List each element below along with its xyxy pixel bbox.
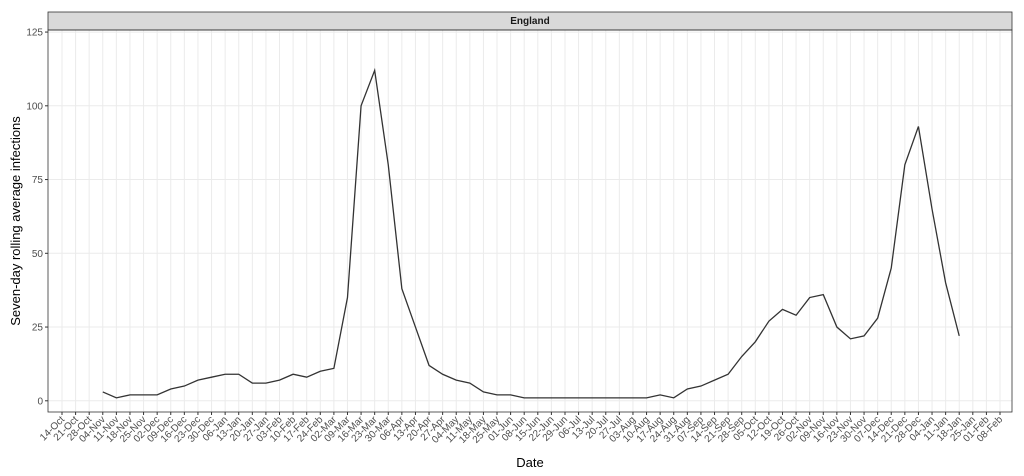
- series-line: [102, 67, 960, 399]
- y-tick-label: 50: [32, 249, 44, 260]
- x-axis-title: Date: [516, 455, 543, 470]
- panel-border: [47, 29, 1013, 413]
- y-tick-label: 75: [32, 175, 44, 186]
- y-tick-label: 0: [37, 396, 43, 407]
- facet-label: England: [510, 16, 549, 27]
- y-tick-label: 125: [26, 28, 43, 39]
- y-axis-title: Seven-day rolling average infections: [8, 116, 23, 326]
- y-tick-label: 25: [32, 323, 44, 334]
- y-tick-label: 100: [26, 101, 43, 112]
